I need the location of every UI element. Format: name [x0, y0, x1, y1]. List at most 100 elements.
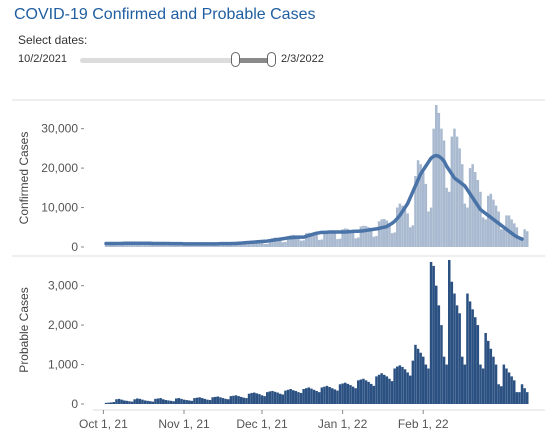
probable-bar: [429, 261, 433, 404]
confirmed-bar: [193, 245, 196, 247]
slider-end-handle[interactable]: [267, 52, 276, 67]
confirmed-bar: [453, 128, 456, 247]
probable-bar: [442, 356, 446, 404]
probable-bar: [364, 380, 368, 404]
probable-bar: [450, 281, 454, 404]
confirmed-bar: [364, 226, 368, 247]
probable-bar: [193, 398, 196, 404]
probable-bar: [263, 396, 266, 404]
probable-bar: [362, 378, 365, 404]
slider-start-handle[interactable]: [231, 52, 240, 67]
confirmed-bar: [286, 235, 290, 247]
confirmed-bar: [471, 164, 474, 247]
probable-bar: [409, 375, 412, 404]
y-tick-label: 20,000: [41, 161, 78, 175]
confirmed-bar: [341, 229, 344, 247]
confirmed-bar: [310, 232, 313, 247]
probable-bar: [110, 402, 113, 404]
confirmed-bar: [336, 239, 339, 247]
probable-bar: [422, 356, 425, 404]
probable-bar: [372, 385, 376, 404]
confirmed-bar: [466, 207, 469, 247]
y-tick-label: 0: [71, 397, 78, 411]
probable-bar: [279, 393, 282, 404]
probable-bar: [323, 386, 326, 404]
confirmed-bar: [380, 219, 383, 247]
probable-bar: [151, 401, 155, 404]
probable-bar: [440, 325, 443, 404]
probable-bar: [221, 398, 225, 404]
confirmed-bar: [448, 191, 451, 247]
probable-bar: [281, 394, 285, 404]
confirmed-bar: [523, 229, 526, 247]
probable-bar: [435, 285, 438, 404]
date-range-slider-selection[interactable]: [236, 58, 270, 63]
probable-bar: [520, 384, 524, 404]
probable-bar: [458, 313, 461, 404]
probable-bar: [133, 399, 136, 404]
y-tick-label: 1,000: [48, 358, 78, 372]
probable-bar: [195, 397, 199, 404]
probable-bar: [271, 390, 274, 404]
confirmed-bar: [359, 226, 363, 247]
confirmed-bar: [156, 245, 160, 247]
confirmed-bar: [458, 148, 461, 247]
confirmed-bar: [320, 239, 324, 247]
probable-bar: [476, 325, 480, 404]
probable-bar: [305, 388, 308, 404]
probable-bar: [294, 390, 298, 404]
probable-bar: [333, 389, 337, 404]
confirmed-bar: [481, 217, 485, 247]
confirmed-bar: [211, 245, 214, 247]
confirmed-bar: [136, 245, 139, 247]
confirmed-bar: [479, 191, 482, 247]
probable-bar: [112, 402, 116, 404]
probable-bar: [419, 352, 422, 404]
probable-bar: [390, 381, 394, 404]
confirmed-bar: [117, 245, 121, 247]
probable-bar: [180, 398, 183, 404]
probable-bar: [507, 372, 511, 404]
confirmed-bar: [403, 209, 407, 247]
date-range-slider-track[interactable]: [80, 58, 270, 63]
confirmed-bar: [487, 195, 490, 247]
probable-bar: [505, 368, 508, 404]
probable-bar: [484, 332, 487, 404]
confirmed-bar: [276, 237, 279, 247]
probable-bar: [227, 399, 230, 404]
probable-bar: [154, 398, 157, 404]
confirmed-bar: [370, 229, 373, 247]
probable-bar: [156, 398, 160, 404]
probable-bar: [481, 368, 485, 404]
confirmed-bar: [331, 232, 334, 247]
probable-bar: [341, 383, 344, 404]
probable-bar: [177, 398, 181, 404]
confirmed-bar: [406, 213, 409, 247]
probable-bar: [388, 378, 391, 404]
x-tick-label: Dec 1, 21: [236, 417, 288, 431]
confirmed-bar: [260, 241, 264, 247]
confirmed-bar: [476, 179, 480, 247]
probable-bar: [138, 398, 142, 404]
probable-bar: [115, 399, 118, 404]
page-title: COVID-19 Confirmed and Probable Cases: [14, 6, 316, 23]
confirmed-bar: [227, 245, 230, 247]
probable-bar: [312, 389, 316, 404]
probable-bar: [474, 317, 477, 404]
confirmed-bar: [463, 203, 467, 247]
probable-bar: [411, 360, 415, 404]
confirmed-bar: [351, 232, 355, 247]
confirmed-bar: [526, 231, 529, 247]
probable-bar: [260, 395, 264, 404]
probable-bar: [463, 364, 467, 404]
probable-bar: [185, 400, 188, 404]
probable-bar: [518, 392, 521, 404]
confirmed-bar: [344, 228, 347, 247]
probable-bar: [125, 400, 129, 404]
probable-bar: [427, 368, 430, 404]
probable-bar: [432, 265, 435, 404]
confirmed-bar: [318, 239, 321, 247]
confirmed-bar: [175, 245, 178, 247]
confirmed-bar: [250, 241, 253, 247]
probable-bar: [143, 400, 147, 404]
